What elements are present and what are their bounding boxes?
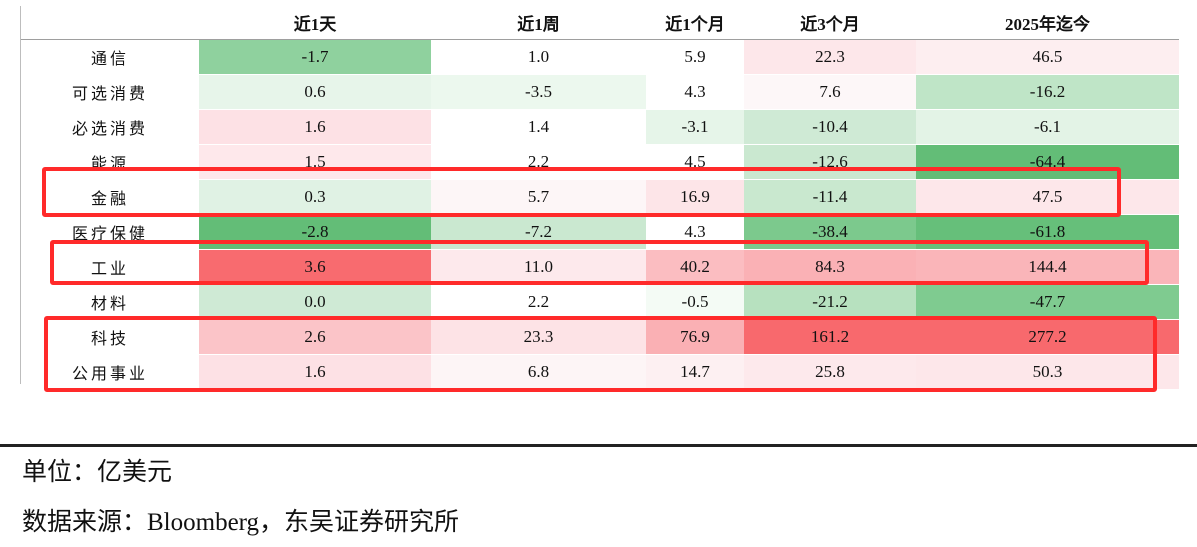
heat-cell-ytd: 47.5: [916, 179, 1179, 215]
heat-cell-1d: 1.6: [199, 354, 431, 390]
table-row: 医疗保健 -2.8 -7.2 4.3 -38.4 -61.8: [21, 214, 1179, 250]
heat-cell-1m: 4.3: [646, 74, 744, 110]
heat-cell-1d: -1.7: [199, 39, 431, 75]
heat-cell-3m: 161.2: [744, 319, 916, 355]
heat-cell-3m: -21.2: [744, 284, 916, 320]
unit-note: 单位：亿美元: [22, 459, 173, 486]
table-row: 材料 0.0 2.2 -0.5 -21.2 -47.7: [21, 284, 1179, 320]
heat-cell-1w: 6.8: [431, 354, 646, 390]
heat-cell-1w: 1.0: [431, 39, 646, 75]
row-label: 公用事业: [21, 354, 199, 390]
heat-cell-1w: 11.0: [431, 249, 646, 285]
table-row: 公用事业 1.6 6.8 14.7 25.8 50.3: [21, 354, 1179, 390]
row-label: 医疗保健: [21, 214, 199, 250]
heat-cell-1d: -2.8: [199, 214, 431, 250]
heat-cell-ytd: 277.2: [916, 319, 1179, 355]
table-row: 金融 0.3 5.7 16.9 -11.4 47.5: [21, 179, 1179, 215]
heat-cell-3m: -12.6: [744, 144, 916, 180]
heat-cell-ytd: -6.1: [916, 109, 1179, 145]
heat-cell-1d: 0.3: [199, 179, 431, 215]
heat-cell-3m: -10.4: [744, 109, 916, 145]
table-row: 工业 3.6 11.0 40.2 84.3 144.4: [21, 249, 1179, 285]
header-cell-1m: 近1个月: [646, 6, 744, 40]
section-divider: [0, 444, 1197, 447]
heat-cell-ytd: 46.5: [916, 39, 1179, 75]
row-label: 金融: [21, 179, 199, 215]
heat-cell-1w: 1.4: [431, 109, 646, 145]
heat-cell-1d: 1.6: [199, 109, 431, 145]
heat-cell-3m: 7.6: [744, 74, 916, 110]
heat-cell-1m: 14.7: [646, 354, 744, 390]
heat-cell-1m: 40.2: [646, 249, 744, 285]
heat-cell-1w: 2.2: [431, 144, 646, 180]
heat-cell-1d: 0.0: [199, 284, 431, 320]
header-cell-category: [21, 6, 199, 40]
heat-cell-ytd: -16.2: [916, 74, 1179, 110]
table-row: 科技 2.6 23.3 76.9 161.2 277.2: [21, 319, 1179, 355]
table-row: 必选消费 1.6 1.4 -3.1 -10.4 -6.1: [21, 109, 1179, 145]
header-cell-ytd: 2025年迄今: [916, 6, 1179, 40]
heat-cell-1m: 5.9: [646, 39, 744, 75]
table-row: 能源 1.5 2.2 4.5 -12.6 -64.4: [21, 144, 1179, 180]
heat-cell-3m: 84.3: [744, 249, 916, 285]
table-row: 通信 -1.7 1.0 5.9 22.3 46.5: [21, 39, 1179, 75]
header-cell-3m: 近3个月: [744, 6, 916, 40]
heat-cell-3m: -11.4: [744, 179, 916, 215]
heat-cell-ytd: -64.4: [916, 144, 1179, 180]
heat-cell-1w: -3.5: [431, 74, 646, 110]
header-cell-1w: 近1周: [431, 6, 646, 40]
row-label: 科技: [21, 319, 199, 355]
heat-cell-1m: 76.9: [646, 319, 744, 355]
heat-cell-1m: 4.5: [646, 144, 744, 180]
heat-cell-3m: 22.3: [744, 39, 916, 75]
heat-cell-1w: -7.2: [431, 214, 646, 250]
heat-cell-1w: 23.3: [431, 319, 646, 355]
heat-cell-1w: 2.2: [431, 284, 646, 320]
heat-cell-ytd: -61.8: [916, 214, 1179, 250]
row-label: 工业: [21, 249, 199, 285]
heat-cell-1d: 3.6: [199, 249, 431, 285]
heat-cell-1w: 5.7: [431, 179, 646, 215]
heat-cell-1m: -3.1: [646, 109, 744, 145]
header-row: 近1天 近1周 近1个月 近3个月 2025年迄今: [21, 6, 1179, 40]
heat-cell-1m: 4.3: [646, 214, 744, 250]
row-label: 必选消费: [21, 109, 199, 145]
heatmap-body: 通信 -1.7 1.0 5.9 22.3 46.5 可选消费 0.6 -3.5 4.3 7.6 -16…: [21, 39, 1179, 390]
heat-cell-1m: -0.5: [646, 284, 744, 320]
header-cell-1d: 近1天: [199, 6, 431, 40]
heat-cell-ytd: -47.7: [916, 284, 1179, 320]
heatmap-table: 近1天 近1周 近1个月 近3个月 2025年迄今 通信 -1.7 1.0 5.9 22…: [21, 6, 1179, 390]
row-label: 能源: [21, 144, 199, 180]
source-note: 数据来源：Bloomberg，东吴证券研究所: [22, 509, 460, 536]
heat-cell-1m: 16.9: [646, 179, 744, 215]
heat-cell-1d: 2.6: [199, 319, 431, 355]
heat-cell-ytd: 50.3: [916, 354, 1179, 390]
row-label: 可选消费: [21, 74, 199, 110]
heat-cell-ytd: 144.4: [916, 249, 1179, 285]
heat-cell-1d: 1.5: [199, 144, 431, 180]
heat-cell-3m: -38.4: [744, 214, 916, 250]
heat-cell-3m: 25.8: [744, 354, 916, 390]
table-row: 可选消费 0.6 -3.5 4.3 7.6 -16.2: [21, 74, 1179, 110]
heatmap-table-container: 近1天 近1周 近1个月 近3个月 2025年迄今 通信 -1.7 1.0 5.9 22…: [20, 6, 1179, 390]
row-label: 通信: [21, 39, 199, 75]
row-label: 材料: [21, 284, 199, 320]
heat-cell-1d: 0.6: [199, 74, 431, 110]
